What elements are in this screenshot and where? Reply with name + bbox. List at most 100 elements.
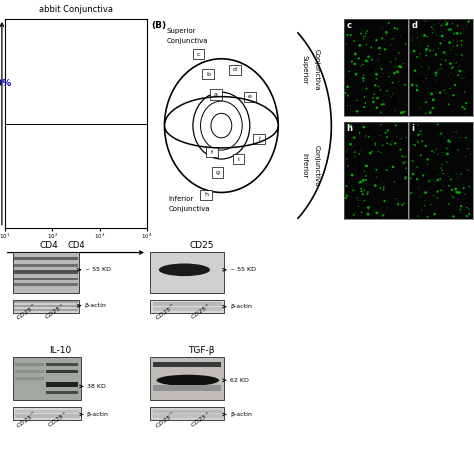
Point: [425, 64, 433, 71]
Point: [437, 39, 444, 47]
Point: [408, 39, 416, 46]
Point: [432, 51, 440, 58]
Point: [362, 100, 369, 107]
Text: Superior: Superior: [166, 27, 196, 34]
Point: [392, 140, 399, 147]
Point: [361, 93, 368, 101]
Point: [360, 123, 367, 131]
Point: [445, 173, 452, 180]
Point: [419, 172, 427, 179]
Bar: [15, 414, 79, 418]
Bar: [14, 309, 78, 311]
Point: [387, 41, 395, 48]
Point: [374, 94, 382, 101]
Text: i: i: [411, 124, 414, 133]
Point: [445, 72, 452, 80]
Bar: [150, 407, 224, 420]
Point: [416, 50, 424, 57]
Point: [455, 146, 462, 154]
Point: [398, 109, 405, 117]
Point: [443, 20, 451, 27]
Point: [447, 138, 454, 146]
Bar: [14, 257, 78, 260]
Text: 38 KD: 38 KD: [87, 384, 106, 389]
Point: [450, 213, 457, 220]
Point: [389, 90, 396, 98]
Text: 10.60%: 10.60%: [0, 79, 11, 88]
Point: [449, 64, 456, 71]
Point: [438, 161, 446, 168]
Point: [409, 145, 417, 152]
Point: [438, 22, 445, 29]
Point: [450, 154, 458, 162]
FancyBboxPatch shape: [210, 89, 221, 100]
Text: β-actin: β-actin: [230, 412, 252, 417]
Text: d: d: [233, 67, 237, 73]
Point: [434, 174, 441, 182]
Point: [452, 185, 459, 192]
Point: [343, 132, 350, 140]
Point: [353, 159, 361, 167]
Point: [444, 150, 451, 158]
Point: [421, 197, 429, 204]
Point: [364, 210, 372, 218]
Point: [344, 162, 352, 170]
Point: [345, 20, 353, 28]
Point: [463, 22, 471, 29]
Point: [422, 189, 429, 196]
Point: [348, 75, 356, 83]
Point: [411, 159, 419, 167]
Point: [383, 32, 390, 39]
Point: [378, 190, 385, 197]
Point: [402, 153, 410, 161]
Point: [436, 20, 443, 27]
Point: [383, 87, 391, 95]
Point: [392, 107, 399, 115]
Point: [418, 63, 425, 71]
Point: [435, 172, 442, 179]
Text: CD25$^-$: CD25$^-$: [153, 410, 177, 430]
Point: [457, 202, 465, 210]
Text: f: f: [211, 150, 213, 155]
Point: [431, 85, 439, 92]
Point: [346, 178, 353, 186]
Point: [368, 56, 376, 64]
Point: [462, 134, 470, 142]
Point: [465, 17, 473, 25]
Point: [363, 162, 370, 170]
Point: [414, 138, 422, 146]
Point: [372, 139, 379, 147]
Text: (B): (B): [151, 21, 166, 30]
Point: [463, 212, 471, 220]
Point: [455, 190, 462, 197]
Point: [401, 81, 409, 89]
Point: [443, 21, 450, 28]
Text: h: h: [346, 124, 352, 133]
Point: [364, 191, 371, 198]
Point: [376, 132, 384, 139]
FancyBboxPatch shape: [254, 134, 265, 144]
Point: [357, 30, 365, 37]
Point: [440, 49, 448, 56]
Point: [362, 30, 370, 37]
Point: [461, 73, 468, 81]
Text: β-actin: β-actin: [84, 303, 107, 308]
Point: [364, 27, 371, 35]
Point: [447, 46, 455, 54]
Point: [363, 176, 370, 183]
Point: [413, 86, 421, 94]
Point: [384, 127, 392, 134]
Point: [364, 188, 372, 196]
Point: [411, 67, 419, 74]
Point: [383, 166, 391, 174]
Point: [408, 34, 416, 41]
Point: [380, 100, 388, 108]
Point: [367, 102, 374, 109]
Point: [362, 99, 369, 107]
Point: [432, 69, 440, 77]
Point: [344, 31, 351, 39]
Point: [442, 90, 449, 97]
Point: [388, 58, 395, 66]
Point: [431, 164, 439, 172]
Text: Conjunctiva: Conjunctiva: [168, 206, 210, 212]
